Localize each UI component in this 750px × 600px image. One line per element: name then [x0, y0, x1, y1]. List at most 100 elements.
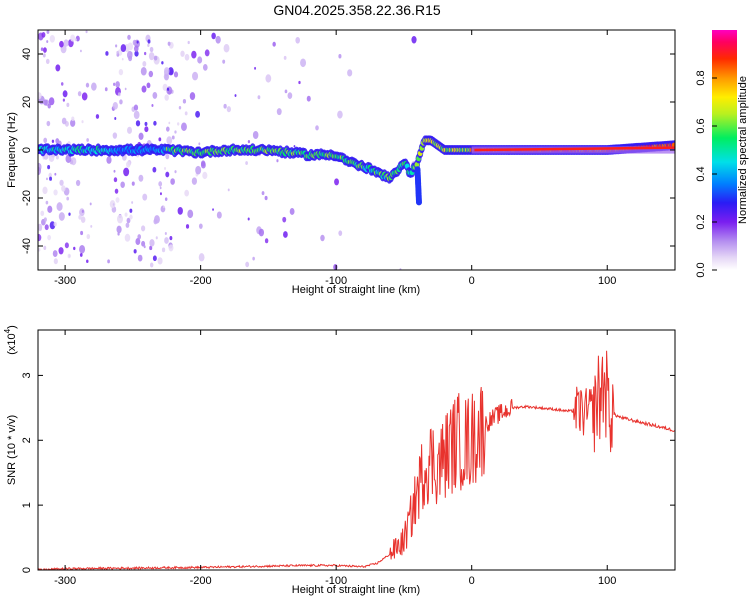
heatmap-speck — [338, 54, 342, 59]
heatmap-speck — [44, 224, 49, 231]
heatmap-speck — [42, 186, 48, 195]
snr-ytick-label: 2 — [21, 437, 33, 443]
snr-multiplier-exp: 4 — [3, 328, 12, 333]
heatmap-speck — [264, 238, 269, 244]
heatmap-speck — [43, 245, 47, 250]
heatmap-speck — [147, 39, 151, 44]
heatmap-speck — [106, 156, 112, 164]
heatmap-speck — [46, 40, 49, 44]
heatmap-speck — [70, 119, 76, 127]
heatmap-speck — [254, 66, 257, 70]
heatmap-speck — [86, 233, 91, 240]
heatmap-speck — [152, 255, 157, 262]
heatmap-speck — [164, 237, 169, 244]
heatmap-speck — [289, 208, 295, 215]
heatmap-speck — [49, 176, 53, 181]
heatmap-speck — [144, 121, 148, 126]
heatmap-speck — [167, 41, 171, 46]
heatmap-speck — [68, 212, 71, 216]
heatmap-speck — [126, 217, 131, 224]
heatmap-speck — [295, 36, 300, 44]
snr-frame — [37, 329, 676, 571]
heatmap-speck — [75, 38, 78, 42]
heatmap-speck — [90, 224, 93, 228]
heatmap-speck — [149, 262, 154, 268]
heatmap-speck — [114, 188, 119, 194]
heatmap-speck — [38, 166, 41, 176]
heatmap-speck — [42, 53, 46, 58]
heatmap-speck — [115, 44, 118, 48]
heatmap-speck — [124, 233, 131, 242]
heatmap-speck — [143, 245, 146, 249]
heatmap-speck — [166, 87, 170, 91]
heatmap-speck — [38, 226, 42, 232]
heatmap-speck — [168, 244, 174, 252]
heatmap-speck — [49, 34, 55, 43]
heatmap-speck — [195, 165, 202, 175]
heatmap-speck — [138, 132, 144, 140]
heatmap-speck — [212, 208, 214, 211]
heatmap-speck — [70, 34, 76, 42]
heatmap-speck — [112, 132, 118, 139]
heatmap-speck — [133, 249, 137, 254]
heatmap-speck — [116, 50, 119, 55]
heatmap-speck — [78, 214, 82, 220]
heatmap-speck — [276, 159, 279, 163]
heatmap-speck — [81, 209, 84, 213]
heatmap-speck — [42, 47, 47, 53]
heatmap-speck — [184, 53, 190, 61]
heatmap-speck — [52, 250, 58, 258]
heatmap-speck — [133, 104, 139, 111]
heatmap-speck — [129, 208, 133, 213]
heatmap-speck — [264, 195, 268, 201]
heatmap-speck — [38, 234, 42, 242]
heatmap-speck — [347, 69, 353, 77]
heatmap-speck — [129, 214, 133, 220]
snr-xtick-label: 0 — [469, 575, 475, 587]
heatmap-speck — [298, 80, 301, 85]
heatmap-speck — [282, 216, 287, 223]
heatmap-speck — [109, 200, 116, 209]
heatmap-speck — [159, 186, 162, 190]
heatmap-speck — [164, 167, 167, 170]
spectrogram-xtick-label: 0 — [469, 275, 475, 287]
heatmap-speck — [158, 137, 162, 142]
snr-ytick-label: 3 — [21, 372, 33, 378]
colorbar-gradient — [712, 30, 737, 270]
heatmap-speck — [189, 92, 196, 100]
heatmap-speck — [80, 230, 84, 236]
heatmap-speck — [43, 217, 47, 222]
snr-ylabel: SNR (10 * v/v) — [6, 415, 18, 485]
heatmap-speck — [123, 167, 130, 177]
heatmap-speck — [165, 126, 170, 132]
heatmap-speck — [46, 120, 51, 127]
heatmap-speck — [80, 216, 86, 223]
heatmap-speck — [133, 45, 139, 52]
heatmap-speck — [185, 224, 190, 229]
heatmap-speck — [157, 257, 163, 265]
svg-text:(x104): (x104) — [3, 325, 18, 355]
heatmap-speck — [105, 51, 109, 56]
heatmap-speck — [136, 40, 139, 44]
heatmap-speck — [38, 248, 41, 252]
heatmap-speck — [227, 188, 230, 192]
heatmap-speck — [182, 98, 187, 104]
heatmap-speck — [252, 256, 255, 261]
heatmap-speck — [283, 55, 287, 60]
heatmap-speck — [45, 58, 50, 65]
heatmap-speck — [147, 43, 150, 47]
snr-multiplier: (x104) — [3, 325, 18, 355]
heatmap-speck — [169, 235, 173, 241]
heatmap-speck — [63, 39, 69, 47]
heatmap-speck — [116, 225, 122, 234]
heatmap-speck — [180, 50, 185, 57]
heatmap-speck — [153, 218, 158, 225]
heatmap-speck — [53, 221, 57, 227]
spectrogram-ytick-label: 20 — [21, 96, 33, 108]
heatmap-speck — [68, 254, 71, 258]
snr-series-line — [38, 350, 675, 570]
heatmap-speck — [61, 117, 67, 125]
heatmap-speck — [152, 91, 158, 99]
